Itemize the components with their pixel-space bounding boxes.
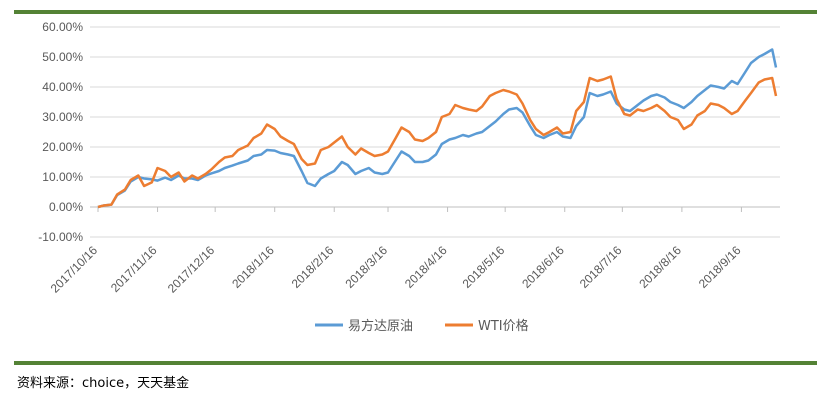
legend-label-2: WTI价格 bbox=[478, 318, 529, 334]
x-tick-label: 2017/12/16 bbox=[165, 243, 218, 296]
x-tick-label: 2018/9/16 bbox=[696, 243, 744, 291]
x-tick-label: 2017/10/16 bbox=[48, 243, 101, 296]
bottom-divider-bar bbox=[14, 361, 817, 365]
series-line-2 bbox=[97, 75, 778, 209]
line-chart: 60.00% 50.00% 40.00% 30.00% 20.00% 10.00% 0.00… bbox=[38, 20, 780, 334]
series-line-1 bbox=[97, 48, 778, 209]
y-tick-label: 40.00% bbox=[42, 80, 83, 94]
source-note: 资料来源：choice，天天基金 bbox=[17, 376, 190, 391]
legend-label-1: 易方达原油 bbox=[348, 318, 413, 334]
y-tick-label: 60.00% bbox=[42, 20, 83, 34]
y-tick-label: -10.00% bbox=[38, 230, 83, 244]
x-tick-label: 2018/1/16 bbox=[229, 243, 277, 291]
y-tick-label: 10.00% bbox=[42, 170, 83, 184]
y-axis: 60.00% 50.00% 40.00% 30.00% 20.00% 10.00% 0.00… bbox=[38, 20, 83, 244]
x-tick-label: 2018/4/16 bbox=[402, 243, 450, 291]
x-tick-label: 2018/8/16 bbox=[636, 243, 684, 291]
x-axis: 2017/10/16 2017/11/16 2017/12/16 2018/1/16 2… bbox=[48, 206, 780, 296]
legend: 易方达原油 WTI价格 bbox=[315, 318, 529, 334]
y-tick-label: 0.00% bbox=[49, 200, 83, 214]
x-tick-label: 2018/6/16 bbox=[519, 243, 567, 291]
x-tick-label: 2018/3/16 bbox=[342, 243, 390, 291]
x-tick-label: 2018/7/16 bbox=[577, 243, 625, 291]
series-lines bbox=[97, 48, 778, 209]
y-tick-label: 50.00% bbox=[42, 50, 83, 64]
y-tick-label: 30.00% bbox=[42, 110, 83, 124]
x-tick-label: 2017/11/16 bbox=[108, 243, 160, 295]
y-tick-label: 20.00% bbox=[42, 140, 83, 154]
top-divider-bar bbox=[14, 10, 817, 14]
x-tick-label: 2018/2/16 bbox=[289, 243, 337, 291]
x-tick-label: 2018/5/16 bbox=[460, 243, 508, 291]
